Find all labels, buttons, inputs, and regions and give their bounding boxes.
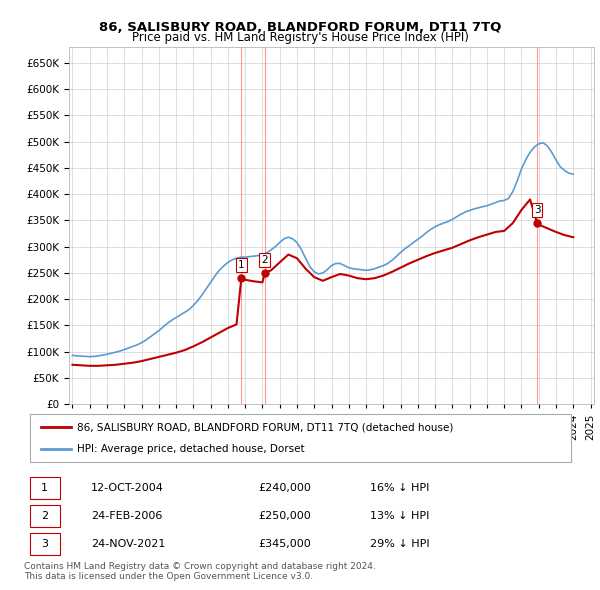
Text: 86, SALISBURY ROAD, BLANDFORD FORUM, DT11 7TQ: 86, SALISBURY ROAD, BLANDFORD FORUM, DT1… — [99, 21, 501, 34]
FancyBboxPatch shape — [29, 533, 60, 555]
Text: 24-NOV-2021: 24-NOV-2021 — [91, 539, 166, 549]
Text: 13% ↓ HPI: 13% ↓ HPI — [370, 511, 430, 521]
Text: 3: 3 — [41, 539, 48, 549]
Text: 24-FEB-2006: 24-FEB-2006 — [91, 511, 163, 521]
Text: 3: 3 — [533, 205, 541, 215]
FancyBboxPatch shape — [29, 477, 60, 499]
Text: £250,000: £250,000 — [259, 511, 311, 521]
Text: 2: 2 — [41, 511, 48, 521]
Text: £240,000: £240,000 — [259, 483, 311, 493]
FancyBboxPatch shape — [29, 505, 60, 527]
Text: 1: 1 — [238, 260, 245, 270]
Text: Contains HM Land Registry data © Crown copyright and database right 2024.: Contains HM Land Registry data © Crown c… — [24, 562, 376, 571]
Text: 2: 2 — [262, 255, 268, 265]
Text: Price paid vs. HM Land Registry's House Price Index (HPI): Price paid vs. HM Land Registry's House … — [131, 31, 469, 44]
Text: £345,000: £345,000 — [259, 539, 311, 549]
Text: 86, SALISBURY ROAD, BLANDFORD FORUM, DT11 7TQ (detached house): 86, SALISBURY ROAD, BLANDFORD FORUM, DT1… — [77, 422, 454, 432]
Text: HPI: Average price, detached house, Dorset: HPI: Average price, detached house, Dors… — [77, 444, 305, 454]
FancyBboxPatch shape — [29, 414, 571, 462]
Text: 12-OCT-2004: 12-OCT-2004 — [91, 483, 164, 493]
Text: 29% ↓ HPI: 29% ↓ HPI — [370, 539, 430, 549]
Text: 1: 1 — [41, 483, 48, 493]
Text: 16% ↓ HPI: 16% ↓ HPI — [370, 483, 430, 493]
Text: This data is licensed under the Open Government Licence v3.0.: This data is licensed under the Open Gov… — [24, 572, 313, 581]
